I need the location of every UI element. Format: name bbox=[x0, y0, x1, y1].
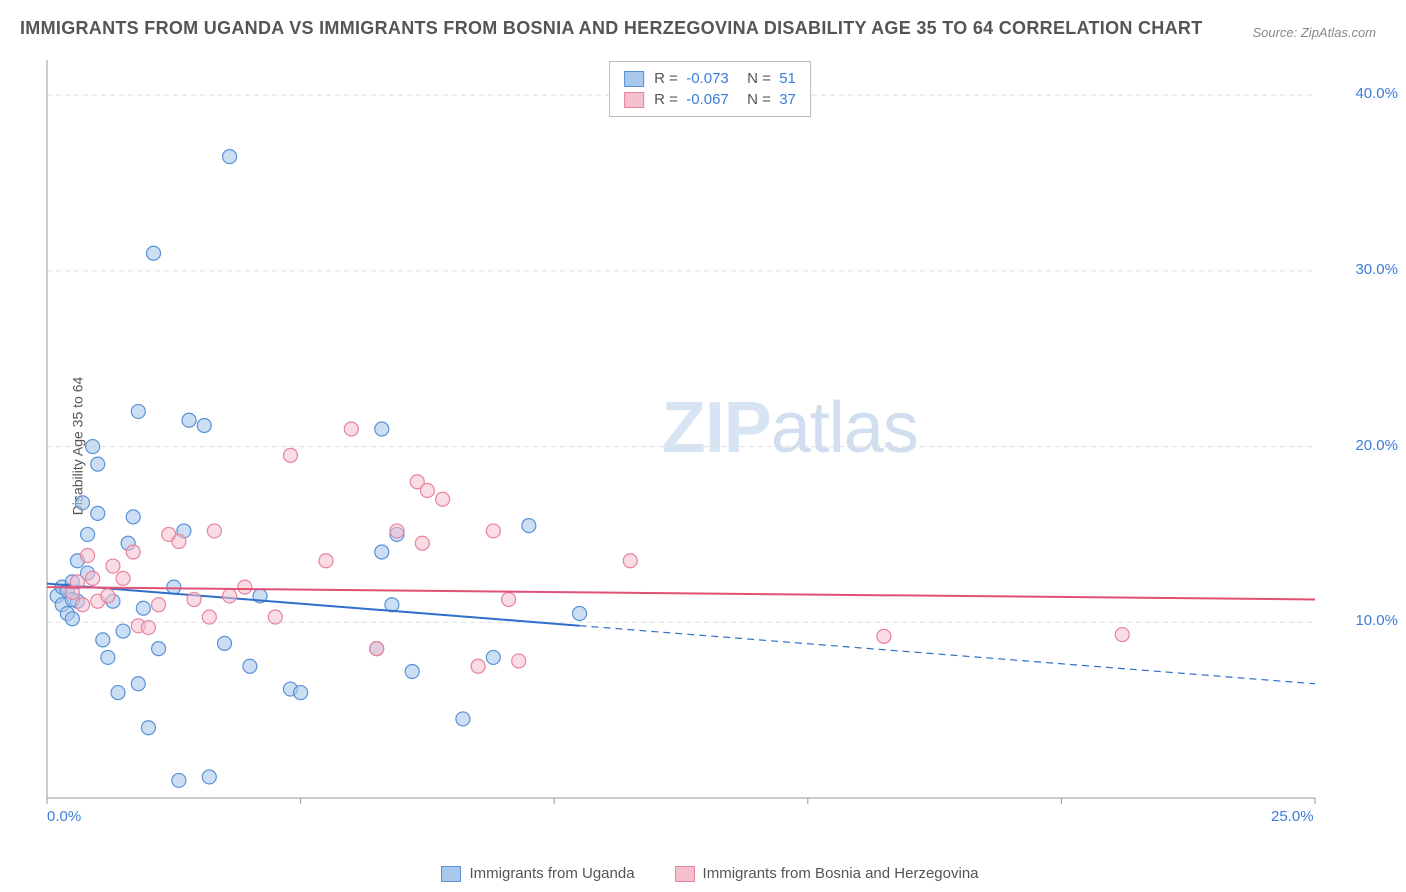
data-point bbox=[486, 650, 500, 664]
legend-swatch bbox=[624, 92, 644, 108]
data-point bbox=[91, 506, 105, 520]
data-point bbox=[202, 770, 216, 784]
legend-item: Immigrants from Uganda bbox=[441, 865, 634, 882]
data-point bbox=[344, 422, 358, 436]
data-point bbox=[502, 592, 516, 606]
legend-swatch bbox=[441, 866, 461, 882]
data-point bbox=[375, 545, 389, 559]
data-point bbox=[81, 549, 95, 563]
scatter-plot bbox=[45, 58, 1375, 828]
data-point bbox=[116, 624, 130, 638]
chart-title: IMMIGRANTS FROM UGANDA VS IMMIGRANTS FRO… bbox=[20, 18, 1203, 39]
chart-container: ZIPatlas R = -0.073 N = 51 R = -0.067 N … bbox=[45, 58, 1375, 828]
data-point bbox=[223, 150, 237, 164]
data-point bbox=[456, 712, 470, 726]
data-point bbox=[243, 659, 257, 673]
data-point bbox=[86, 571, 100, 585]
trend-line bbox=[47, 587, 1315, 599]
data-point bbox=[86, 440, 100, 454]
series-legend: Immigrants from Uganda Immigrants from Bo… bbox=[45, 865, 1375, 882]
legend-r: R = -0.073 bbox=[654, 70, 729, 87]
data-point bbox=[375, 422, 389, 436]
legend-swatch bbox=[624, 71, 644, 87]
trend-line-extrapolated bbox=[580, 626, 1315, 684]
legend-row: R = -0.067 N = 37 bbox=[624, 89, 796, 110]
data-point bbox=[390, 524, 404, 538]
data-point bbox=[877, 629, 891, 643]
y-tick-label: 40.0% bbox=[1355, 85, 1398, 102]
y-tick-label: 30.0% bbox=[1355, 261, 1398, 278]
data-point bbox=[91, 457, 105, 471]
data-point bbox=[522, 519, 536, 533]
data-point bbox=[101, 650, 115, 664]
x-tick-label: 0.0% bbox=[47, 808, 81, 825]
data-point bbox=[268, 610, 282, 624]
data-point bbox=[76, 496, 90, 510]
legend-n: N = 51 bbox=[739, 70, 796, 87]
data-point bbox=[486, 524, 500, 538]
data-point bbox=[187, 592, 201, 606]
data-point bbox=[172, 534, 186, 548]
data-point bbox=[172, 773, 186, 787]
data-point bbox=[436, 492, 450, 506]
data-point bbox=[283, 448, 297, 462]
data-point bbox=[76, 598, 90, 612]
source-attribution: Source: ZipAtlas.com bbox=[1252, 25, 1376, 40]
legend-label: Immigrants from Bosnia and Herzegovina bbox=[703, 865, 979, 882]
data-point bbox=[420, 484, 434, 498]
data-point bbox=[131, 677, 145, 691]
data-point bbox=[101, 589, 115, 603]
data-point bbox=[111, 686, 125, 700]
data-point bbox=[512, 654, 526, 668]
legend-swatch bbox=[675, 866, 695, 882]
data-point bbox=[182, 413, 196, 427]
x-tick-label: 25.0% bbox=[1271, 808, 1314, 825]
data-point bbox=[238, 580, 252, 594]
data-point bbox=[136, 601, 150, 615]
data-point bbox=[294, 686, 308, 700]
y-tick-label: 10.0% bbox=[1355, 612, 1398, 629]
data-point bbox=[207, 524, 221, 538]
data-point bbox=[1115, 628, 1129, 642]
data-point bbox=[167, 580, 181, 594]
data-point bbox=[197, 418, 211, 432]
data-point bbox=[116, 571, 130, 585]
legend-n: N = 37 bbox=[739, 91, 796, 108]
data-point bbox=[471, 659, 485, 673]
data-point bbox=[141, 721, 155, 735]
data-point bbox=[202, 610, 216, 624]
data-point bbox=[106, 559, 120, 573]
data-point bbox=[131, 404, 145, 418]
data-point bbox=[405, 664, 419, 678]
legend-r: R = -0.067 bbox=[654, 91, 729, 108]
data-point bbox=[623, 554, 637, 568]
data-point bbox=[147, 246, 161, 260]
y-tick-label: 20.0% bbox=[1355, 437, 1398, 454]
data-point bbox=[573, 607, 587, 621]
data-point bbox=[65, 612, 79, 626]
data-point bbox=[126, 510, 140, 524]
data-point bbox=[141, 621, 155, 635]
legend-label: Immigrants from Uganda bbox=[469, 865, 634, 882]
data-point bbox=[370, 642, 384, 656]
data-point bbox=[223, 589, 237, 603]
data-point bbox=[96, 633, 110, 647]
correlation-legend: R = -0.073 N = 51 R = -0.067 N = 37 bbox=[609, 61, 811, 117]
legend-item: Immigrants from Bosnia and Herzegovina bbox=[675, 865, 979, 882]
data-point bbox=[415, 536, 429, 550]
data-point bbox=[152, 598, 166, 612]
data-point bbox=[126, 545, 140, 559]
data-point bbox=[152, 642, 166, 656]
data-point bbox=[218, 636, 232, 650]
legend-row: R = -0.073 N = 51 bbox=[624, 68, 796, 89]
data-point bbox=[81, 527, 95, 541]
data-point bbox=[319, 554, 333, 568]
